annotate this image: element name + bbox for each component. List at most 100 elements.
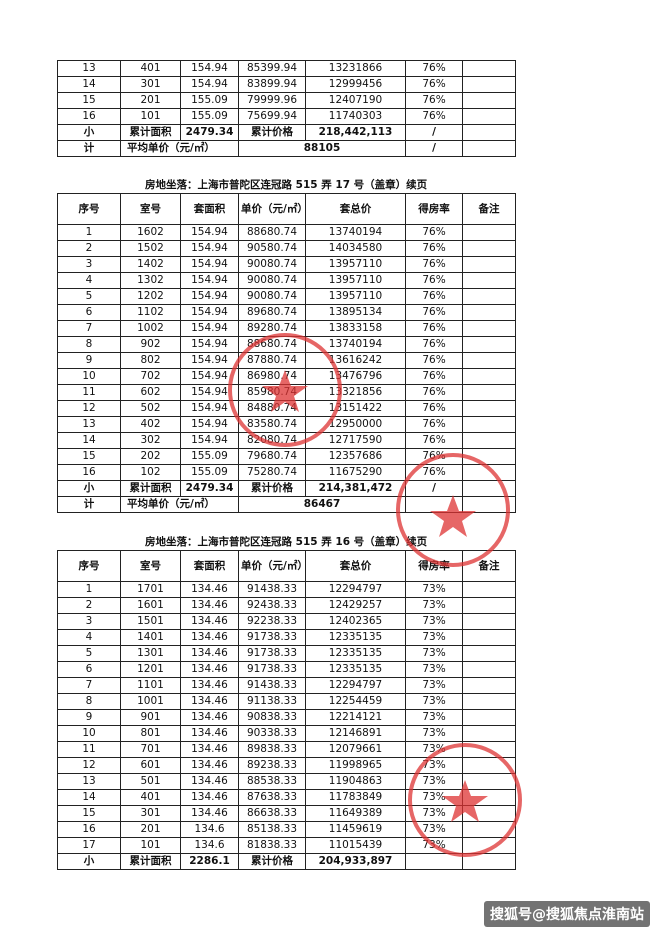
cell: 154.94: [180, 320, 239, 337]
cell: 302: [120, 432, 181, 449]
cell: /: [405, 124, 463, 141]
cell: 12335135: [305, 645, 406, 662]
cell: 12402365: [305, 613, 406, 630]
cell: [462, 677, 516, 694]
cell: [462, 92, 516, 109]
cell: [462, 629, 516, 646]
data-table: 13 401 154.94 85399.94 13231866 76% 14 301 154.9…: [57, 60, 516, 157]
cell: 154.94: [180, 60, 239, 77]
cell: 6: [57, 661, 121, 678]
cell: [462, 368, 516, 385]
cell: 79999.96: [238, 92, 306, 109]
cell: 154.94: [180, 272, 239, 289]
cell: 154.94: [180, 352, 239, 369]
table-row: 9 802 154.94 87880.74 13616242 76%: [57, 352, 516, 369]
cell: [405, 853, 463, 870]
cell: 73%: [405, 613, 463, 630]
cell: 1201: [120, 661, 181, 678]
table-row: 8 902 154.94 88680.74 13740194 76%: [57, 336, 516, 353]
cell: [462, 661, 516, 678]
section-title: 房地坐落：上海市普陀区连冠路 515 弄 17 号（盖章）续页: [145, 179, 428, 191]
table-row: 11 701 134.46 89838.33 12079661 73%: [57, 741, 516, 758]
cell: 501: [120, 773, 181, 790]
cell: 16: [57, 108, 121, 125]
cell: 小: [57, 480, 121, 497]
cell: 402: [120, 416, 181, 433]
cell: 12079661: [305, 741, 406, 758]
header-cell: 单价（元/㎡）: [238, 193, 306, 225]
cell: 76%: [405, 448, 463, 465]
cell: 5: [57, 645, 121, 662]
cell: 3: [57, 613, 121, 630]
cell: 12429257: [305, 597, 406, 614]
header-cell: 套总价: [305, 193, 406, 225]
cell: 平均单价（元/㎡）: [120, 140, 239, 157]
cell: 1602: [120, 224, 181, 241]
cell: 502: [120, 400, 181, 417]
cell: 7: [57, 677, 121, 694]
cell: /: [405, 140, 463, 157]
table-row: 16 201 134.6 85138.33 11459619 73%: [57, 821, 516, 838]
cell: 154.94: [180, 76, 239, 93]
cell: 1002: [120, 320, 181, 337]
table-row: 14 302 154.94 82080.74 12717590 76%: [57, 432, 516, 449]
cell: [462, 304, 516, 321]
cell: 11904863: [305, 773, 406, 790]
cell: [462, 853, 516, 870]
cell: [462, 448, 516, 465]
cell: 2: [57, 597, 121, 614]
cell: [462, 76, 516, 93]
cell: 76%: [405, 256, 463, 273]
cell: 134.46: [180, 757, 239, 774]
cell: 90338.33: [238, 725, 306, 742]
cell: 计: [57, 496, 121, 513]
cell: 76%: [405, 304, 463, 321]
table-row: 2 1601 134.46 92438.33 12429257 73%: [57, 597, 516, 614]
subtotal-row: 小累计面积 2286.1 累计价格 204,933,897: [57, 853, 516, 870]
cell: 134.46: [180, 629, 239, 646]
cell: 10: [57, 368, 121, 385]
cell: 902: [120, 336, 181, 353]
cell: 73%: [405, 725, 463, 742]
watermark: 搜狐号@搜狐焦点淮南站: [484, 901, 650, 927]
cell: 13895134: [305, 304, 406, 321]
cell: 202: [120, 448, 181, 465]
cell: 91738.33: [238, 629, 306, 646]
table-row: 12 601 134.46 89238.33 11998965 73%: [57, 757, 516, 774]
cell: 134.46: [180, 677, 239, 694]
cell: 73%: [405, 581, 463, 598]
header-cell: 备注: [462, 550, 516, 582]
table-row: 13 501 134.46 88538.33 11904863 73%: [57, 773, 516, 790]
cell: 76%: [405, 92, 463, 109]
cell: 14: [57, 76, 121, 93]
cell: 73%: [405, 837, 463, 854]
cell: 76%: [405, 384, 463, 401]
cell: 13231866: [305, 60, 406, 77]
table-row: 1 1602 154.94 88680.74 13740194 76%: [57, 224, 516, 241]
cell: 81838.33: [238, 837, 306, 854]
cell: 9: [57, 709, 121, 726]
cell: 11649389: [305, 805, 406, 822]
cell: 73%: [405, 629, 463, 646]
cell: 134.46: [180, 581, 239, 598]
cell: 76%: [405, 400, 463, 417]
cell: 802: [120, 352, 181, 369]
cell: 累计价格: [238, 480, 306, 497]
cell: 14034580: [305, 240, 406, 257]
cell: [462, 757, 516, 774]
cell: 75280.74: [238, 464, 306, 481]
cell: [462, 240, 516, 257]
cell: 76%: [405, 432, 463, 449]
cell: 88680.74: [238, 336, 306, 353]
cell: 83899.94: [238, 76, 306, 93]
cell: 76%: [405, 76, 463, 93]
cell: 76%: [405, 416, 463, 433]
cell: 154.94: [180, 240, 239, 257]
cell: 13957110: [305, 288, 406, 305]
cell: 134.46: [180, 789, 239, 806]
cell: 13151422: [305, 400, 406, 417]
cell: 204,933,897: [305, 853, 406, 870]
header-cell: 套面积: [180, 193, 239, 225]
cell: 86980.74: [238, 368, 306, 385]
cell: 13740194: [305, 224, 406, 241]
